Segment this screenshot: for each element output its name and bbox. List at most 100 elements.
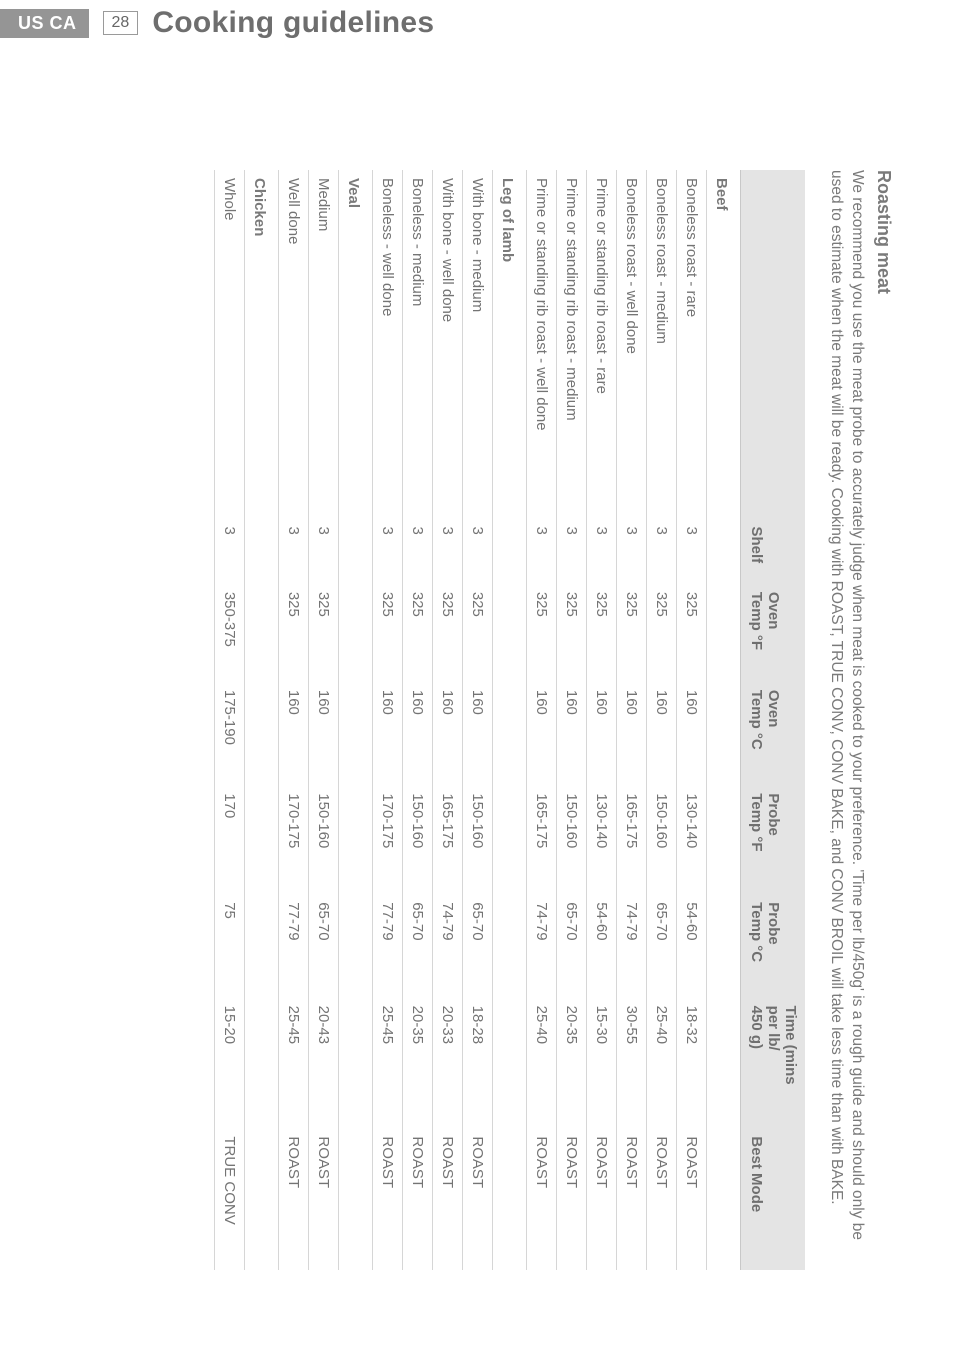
column-header: Time (minsper lb/450 g) [741,998,805,1129]
table-cell: 325 [647,584,677,682]
table-cell: 15-30 [587,998,617,1129]
table-cell: 325 [587,584,617,682]
table-cell: 65-70 [403,894,433,997]
table-cell: 325 [309,584,339,682]
table-cell: 130-140 [677,785,707,894]
table-cell: 165-175 [433,785,463,894]
table-cell: 160 [279,682,309,785]
page-title: Cooking guidelines [152,6,434,40]
table-cell: 325 [373,584,403,682]
table-row: Well done3325160170-17577-7925-45ROAST [279,170,309,1270]
table-cell: 3 [279,519,309,584]
table-cell: 15-20 [215,998,245,1129]
table-cell: 150-160 [403,785,433,894]
table-cell: ROAST [463,1128,493,1270]
table-cell: ROAST [373,1128,403,1270]
section-heading: Roasting meat [873,170,894,1270]
table-cell: 74-79 [433,894,463,997]
table-row: With bone - well done3325160165-17574-79… [433,170,463,1270]
table-cell: 160 [463,682,493,785]
intro-paragraph: We recommend you use the meat probe to a… [825,170,867,1250]
content-sheet: Roasting meat We recommend you use the m… [194,110,954,1330]
table-cell: 150-160 [647,785,677,894]
table-cell: 3 [433,519,463,584]
table-cell: 160 [677,682,707,785]
table-cell: 160 [557,682,587,785]
table-cell: 74-79 [617,894,647,997]
table-cell: Prime or standing rib roast - rare [587,170,617,519]
table-row: Boneless - well done3325160170-17577-792… [373,170,403,1270]
section-title: Beef [707,170,741,1270]
column-header: Best Mode [741,1128,805,1270]
table-cell: 3 [403,519,433,584]
table-cell: 20-35 [557,998,587,1129]
table-cell: 75 [215,894,245,997]
table-cell: ROAST [677,1128,707,1270]
table-cell: Prime or standing rib roast - well done [527,170,557,519]
table-cell: ROAST [587,1128,617,1270]
table-cell: 325 [617,584,647,682]
table-cell: ROAST [617,1128,647,1270]
table-cell: 65-70 [557,894,587,997]
table-cell: Whole [215,170,245,519]
table-cell: 160 [433,682,463,785]
table-cell: 54-60 [677,894,707,997]
table-cell: 3 [647,519,677,584]
table-cell: 3 [617,519,647,584]
table-cell: TRUE CONV [215,1128,245,1270]
section-title: Leg of lamb [493,170,527,1270]
table-cell: 170-175 [373,785,403,894]
table-cell: 165-175 [617,785,647,894]
table-cell: 160 [309,682,339,785]
table-cell: 65-70 [647,894,677,997]
table-cell: 170-175 [279,785,309,894]
table-cell: 3 [557,519,587,584]
table-row: Boneless - medium3325160150-16065-7020-3… [403,170,433,1270]
table-cell: ROAST [279,1128,309,1270]
table-cell: ROAST [433,1128,463,1270]
table-cell: 20-35 [403,998,433,1129]
table-cell: With bone - well done [433,170,463,519]
table-cell: 3 [587,519,617,584]
table-cell: 30-55 [617,998,647,1129]
table-cell: 25-40 [647,998,677,1129]
table-cell: 165-175 [527,785,557,894]
table-cell: 54-60 [587,894,617,997]
column-header: Shelf [741,519,805,584]
section-title: Chicken [245,170,279,1270]
table-cell: 150-160 [463,785,493,894]
table-cell: ROAST [403,1128,433,1270]
table-cell: Well done [279,170,309,519]
table-cell: 77-79 [373,894,403,997]
table-row: Medium3325160150-16065-7020-43ROAST [309,170,339,1270]
roasting-table: ShelfOvenTemp °FOvenTemp °CProbeTemp °FP… [214,170,805,1270]
table-cell: 160 [617,682,647,785]
table-cell: 160 [373,682,403,785]
table-cell: 20-43 [309,998,339,1129]
table-cell: 160 [647,682,677,785]
table-cell: Medium [309,170,339,519]
header-badge: US CA [0,9,89,38]
column-header: OvenTemp °F [741,584,805,682]
table-cell: 65-70 [309,894,339,997]
table-cell: 350-375 [215,584,245,682]
section-row: Leg of lamb [493,170,527,1270]
section-row: Chicken [245,170,279,1270]
table-row: Prime or standing rib roast - medium3325… [557,170,587,1270]
table-cell: 3 [215,519,245,584]
table-cell: Boneless - well done [373,170,403,519]
table-cell: 325 [463,584,493,682]
table-cell: ROAST [527,1128,557,1270]
rotated-content-stage: Roasting meat We recommend you use the m… [0,110,954,1330]
table-cell: 130-140 [587,785,617,894]
table-cell: Boneless - medium [403,170,433,519]
table-cell: 325 [677,584,707,682]
table-cell: 25-45 [373,998,403,1129]
table-head: ShelfOvenTemp °FOvenTemp °CProbeTemp °FP… [741,170,805,1270]
column-header: OvenTemp °C [741,682,805,785]
page-header: US CA 28 Cooking guidelines [0,0,954,40]
table-row: Boneless roast - rare3325160130-14054-60… [677,170,707,1270]
table-cell: 3 [463,519,493,584]
table-cell: 77-79 [279,894,309,997]
table-body: BeefBoneless roast - rare3325160130-1405… [215,170,741,1270]
